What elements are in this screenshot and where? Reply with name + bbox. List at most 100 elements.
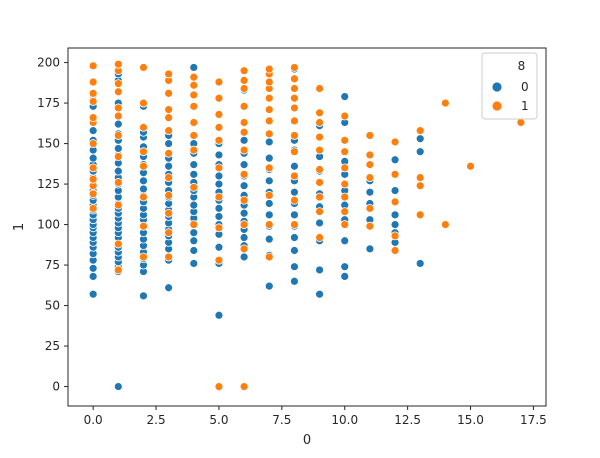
scatter-point-series-0 xyxy=(214,150,224,160)
scatter-point-series-0 xyxy=(239,233,249,242)
scatter-point-series-0 xyxy=(290,210,299,220)
y-axis: 0 25 50 75 100 125 150 175 200 xyxy=(37,56,68,394)
scatter-point-series-0 xyxy=(290,187,299,197)
scatter-point-series-1 xyxy=(164,148,174,158)
scatter-point-series-1 xyxy=(88,163,98,173)
scatter-point-series-1 xyxy=(189,145,199,155)
legend-label-series-0: 0 xyxy=(521,80,529,94)
scatter-point-series-0 xyxy=(340,262,350,272)
scatter-point-series-1 xyxy=(214,122,224,132)
scatter-point-series-1 xyxy=(415,126,425,136)
scatter-point-series-1 xyxy=(390,197,400,207)
scatter-point-series-1 xyxy=(113,79,123,89)
scatter-point-series-1 xyxy=(340,135,350,145)
scatter-point-series-1 xyxy=(164,113,174,123)
scatter-point-series-1 xyxy=(365,221,375,231)
scatter-point-series-1 xyxy=(290,171,299,181)
x-axis-label: 0 xyxy=(303,433,311,448)
scatter-point-series-0 xyxy=(214,179,224,189)
scatter-point-series-1 xyxy=(264,220,274,229)
scatter-point-series-1 xyxy=(164,105,174,114)
scatter-point-series-1 xyxy=(164,126,174,136)
scatter-point-series-1 xyxy=(390,246,400,255)
scatter-point-series-1 xyxy=(88,88,98,98)
scatter-point-series-1 xyxy=(214,135,224,145)
scatter-point-series-1 xyxy=(290,116,299,126)
scatter-point-series-0 xyxy=(264,234,274,244)
scatter-point-series-1 xyxy=(315,132,324,142)
scatter-point-series-1 xyxy=(113,111,123,121)
scatter-point-series-1 xyxy=(315,207,324,217)
scatter-point-series-1 xyxy=(290,103,299,113)
scatter-point-series-1 xyxy=(88,189,98,199)
points-layer xyxy=(88,59,526,391)
scatter-point-series-0 xyxy=(365,187,375,197)
scatter-point-series-0 xyxy=(415,259,425,268)
scatter-point-series-1 xyxy=(239,220,249,229)
scatter-point-series-1 xyxy=(164,69,174,79)
scatter-point-series-1 xyxy=(340,111,350,121)
scatter-point-series-1 xyxy=(440,98,450,108)
y-tick-label: 150 xyxy=(37,137,60,151)
scatter-point-series-1 xyxy=(390,231,400,241)
scatter-point-series-0 xyxy=(239,208,249,218)
scatter-point-series-0 xyxy=(239,160,249,170)
scatter-point-series-0 xyxy=(189,63,199,72)
legend-title: 8 xyxy=(518,59,526,73)
scatter-point-series-1 xyxy=(390,169,400,179)
scatter-point-series-0 xyxy=(290,276,299,286)
scatter-point-series-0 xyxy=(88,153,98,163)
scatter-point-series-1 xyxy=(315,145,324,155)
scatter-point-series-1 xyxy=(390,137,400,147)
y-tick-label: 200 xyxy=(37,56,60,70)
scatter-point-series-1 xyxy=(139,161,148,171)
scatter-point-series-0 xyxy=(113,382,123,391)
scatter-point-series-1 xyxy=(214,93,224,103)
scatter-point-series-1 xyxy=(113,152,123,161)
scatter-point-series-1 xyxy=(290,195,299,205)
y-tick-label: 75 xyxy=(45,258,60,272)
y-tick-label: 100 xyxy=(37,218,60,232)
scatter-point-series-1 xyxy=(88,77,98,87)
scatter-point-series-0 xyxy=(415,147,425,157)
scatter-point-series-1 xyxy=(239,127,249,137)
scatter-point-series-0 xyxy=(264,199,274,208)
scatter-point-series-1 xyxy=(88,174,98,184)
scatter-point-series-1 xyxy=(264,116,274,126)
scatter-point-series-0 xyxy=(290,246,299,255)
y-axis-label: 1 xyxy=(12,223,27,231)
scatter-point-series-1 xyxy=(113,87,123,97)
scatter-point-series-1 xyxy=(88,97,98,106)
x-tick-label: 17.5 xyxy=(520,413,547,427)
scatter-point-series-0 xyxy=(164,283,174,293)
scatter-point-series-1 xyxy=(264,77,274,87)
scatter-point-series-1 xyxy=(88,61,98,71)
scatter-point-series-1 xyxy=(365,131,375,140)
x-tick-label: 12.5 xyxy=(394,413,421,427)
y-tick-label: 125 xyxy=(37,177,60,191)
scatter-point-series-0 xyxy=(189,259,199,268)
scatter-point-series-0 xyxy=(264,210,274,220)
scatter-point-series-1 xyxy=(113,265,123,275)
scatter-point-series-0 xyxy=(214,242,224,252)
scatter-point-series-1 xyxy=(164,252,174,262)
scatter-point-series-1 xyxy=(189,90,199,100)
scatter-point-series-1 xyxy=(239,145,249,155)
scatter-point-series-1 xyxy=(315,118,324,127)
scatter-point-series-0 xyxy=(390,220,400,229)
scatter-point-series-1 xyxy=(214,223,224,233)
scatter-point-series-1 xyxy=(139,98,148,108)
scatter-point-series-1 xyxy=(88,139,98,148)
scatter-point-series-1 xyxy=(189,118,199,127)
scatter-point-series-1 xyxy=(340,220,350,229)
x-tick-label: 2.5 xyxy=(147,413,166,427)
scatter-point-series-0 xyxy=(264,137,274,147)
scatter-point-series-0 xyxy=(88,126,98,136)
scatter-point-series-0 xyxy=(214,310,224,320)
scatter-point-series-0 xyxy=(290,262,299,272)
scatter-point-series-1 xyxy=(139,252,148,262)
scatter-point-series-0 xyxy=(264,281,274,291)
scatter-point-series-1 xyxy=(315,192,324,202)
scatter-point-series-1 xyxy=(315,108,324,118)
